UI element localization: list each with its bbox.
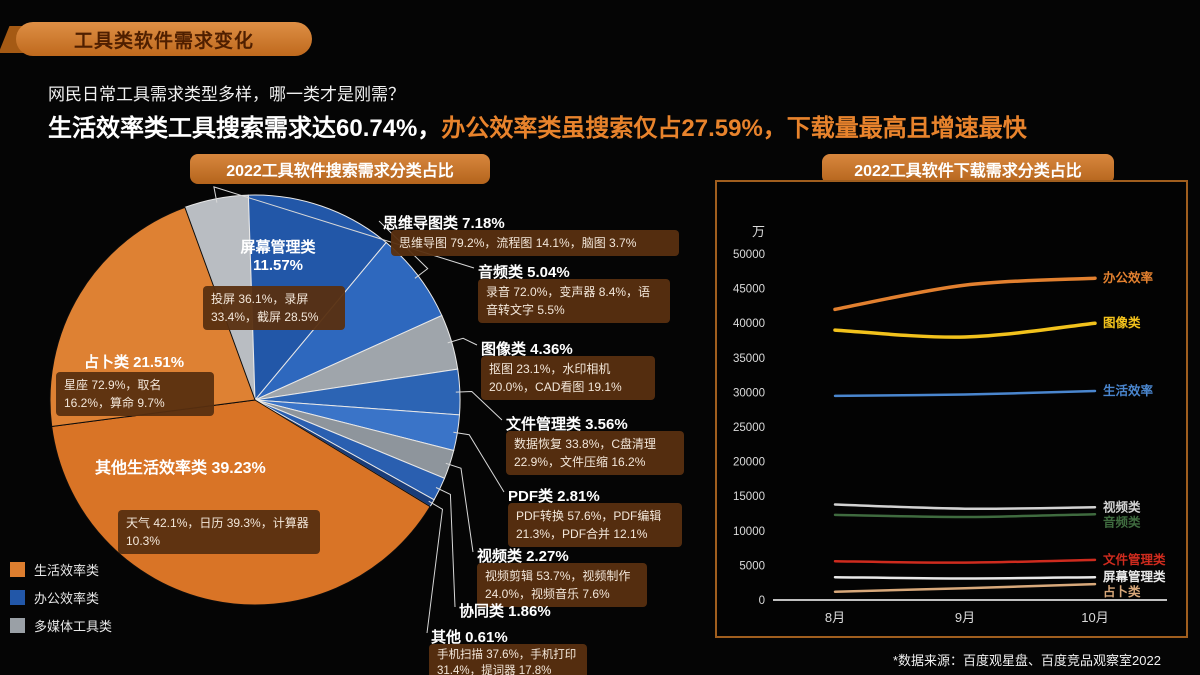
svg-text:10月: 10月 xyxy=(1081,610,1108,625)
pie-chart-svg xyxy=(49,186,505,634)
pie-label-video: 视频类 2.27% xyxy=(477,548,569,565)
svg-text:0: 0 xyxy=(759,595,765,607)
svg-text:屏幕管理类: 屏幕管理类 xyxy=(1102,569,1166,584)
pie-detail-audio: 录音 72.0%，变声器 8.4%，语音转文字 5.5% xyxy=(478,279,670,323)
pie-label-life-other: 其他生活效率类 39.23% xyxy=(95,460,266,477)
title-badge: 工具类软件需求变化 xyxy=(0,22,320,56)
svg-text:25000: 25000 xyxy=(733,422,765,434)
svg-text:5000: 5000 xyxy=(739,560,765,572)
svg-text:50000: 50000 xyxy=(733,249,765,261)
legend-label-media: 多媒体工具类 xyxy=(34,619,113,634)
legend-swatch-life xyxy=(10,562,25,577)
pie-label-divination: 占卜类 21.51% xyxy=(84,354,185,371)
line-chart-panel: 万 50000 45000 40000 35000 30000 25000 20000 1500… xyxy=(715,180,1188,638)
svg-text:办公效率: 办公效率 xyxy=(1103,270,1154,285)
svg-text:10000: 10000 xyxy=(733,526,765,538)
svg-text:占卜类: 占卜类 xyxy=(1103,584,1141,599)
legend-label-life: 生活效率类 xyxy=(34,563,100,578)
legend-swatch-media xyxy=(10,618,25,633)
svg-text:45000: 45000 xyxy=(733,284,765,296)
pie-detail-screen: 投屏 36.1%，录屏 33.4%，截屏 28.5% xyxy=(203,286,345,330)
headline: 生活效率类工具搜索需求达60.74%，办公效率类虽搜索仅占27.59%，下载量最… xyxy=(48,108,1027,143)
pie-label-other: 其他 0.61% xyxy=(431,629,508,646)
svg-text:视频类: 视频类 xyxy=(1103,499,1141,514)
pie-detail-life-other: 天气 42.1%，日历 39.3%，计算器 10.3% xyxy=(118,510,320,554)
svg-text:文件管理类: 文件管理类 xyxy=(1103,552,1166,567)
svg-text:35000: 35000 xyxy=(733,353,765,365)
line-section-header: 2022工具软件下载需求分类占比 xyxy=(822,154,1114,184)
line-chart-svg: 万500004500040000350003000025000200001500… xyxy=(733,224,1167,625)
legend-row-life: 生活效率类 xyxy=(10,560,112,579)
headline-white: 生活效率类工具搜索需求达60.74%， xyxy=(48,115,442,142)
pie-label-file: 文件管理类 3.56% xyxy=(506,416,628,433)
pie-detail-video: 视频剪辑 53.7%，视频制作 24.0%，视频音乐 7.6% xyxy=(477,563,647,607)
svg-text:30000: 30000 xyxy=(733,387,765,399)
pie-detail-image: 抠图 23.1%，水印相机 20.0%，CAD看图 19.1% xyxy=(481,356,655,400)
legend-row-office: 办公效率类 xyxy=(10,588,112,607)
pie-detail-pdf: PDF转换 57.6%，PDF编辑 21.3%，PDF合并 12.1% xyxy=(508,503,682,547)
headline-orange: 办公效率类虽搜索仅占27.59%，下载量最高且增速最快 xyxy=(441,115,1027,142)
pie-label-collab: 协同类 1.86% xyxy=(459,603,551,620)
page-title: 工具类软件需求变化 xyxy=(16,22,312,56)
pie-label-screen: 屏幕管理类 11.57% xyxy=(240,239,316,274)
pie-label-audio: 音频类 5.04% xyxy=(478,264,570,281)
pie-section-header: 2022工具软件搜索需求分类占比 xyxy=(190,154,490,184)
svg-text:图像类: 图像类 xyxy=(1103,315,1141,330)
pie-label-image: 图像类 4.36% xyxy=(481,341,573,358)
svg-text:生活效率: 生活效率 xyxy=(1103,383,1154,398)
legend-swatch-office xyxy=(10,590,25,605)
pie-detail-divination: 星座 72.9%，取名 16.2%，算命 9.7% xyxy=(56,372,214,416)
subtitle: 网民日常工具需求类型多样，哪一类才是刚需？ xyxy=(48,85,405,104)
svg-text:8月: 8月 xyxy=(825,610,845,625)
svg-text:万: 万 xyxy=(752,224,765,239)
pie-label-mindmap: 思维导图类 7.18% xyxy=(383,215,505,232)
source-note: *数据来源：百度观星盘、百度竞品观察室2022 xyxy=(893,653,1161,668)
pie-label-pdf: PDF类 2.81% xyxy=(508,488,600,505)
pie-legend: 生活效率类 办公效率类 多媒体工具类 xyxy=(10,560,112,644)
svg-text:40000: 40000 xyxy=(733,318,765,330)
svg-text:9月: 9月 xyxy=(955,610,975,625)
svg-text:15000: 15000 xyxy=(733,491,765,503)
pie-detail-other: 手机扫描 37.6%，手机打印 31.4%，提词器 17.8% xyxy=(429,644,587,675)
pie-detail-mindmap: 思维导图 79.2%，流程图 14.1%，脑图 3.7% xyxy=(391,230,679,256)
pie-detail-file: 数据恢复 33.8%，C盘清理 22.9%，文件压缩 16.2% xyxy=(506,431,684,475)
legend-label-office: 办公效率类 xyxy=(34,591,100,606)
svg-text:20000: 20000 xyxy=(733,457,765,469)
legend-row-media: 多媒体工具类 xyxy=(10,616,112,635)
svg-text:音频类: 音频类 xyxy=(1103,514,1141,529)
